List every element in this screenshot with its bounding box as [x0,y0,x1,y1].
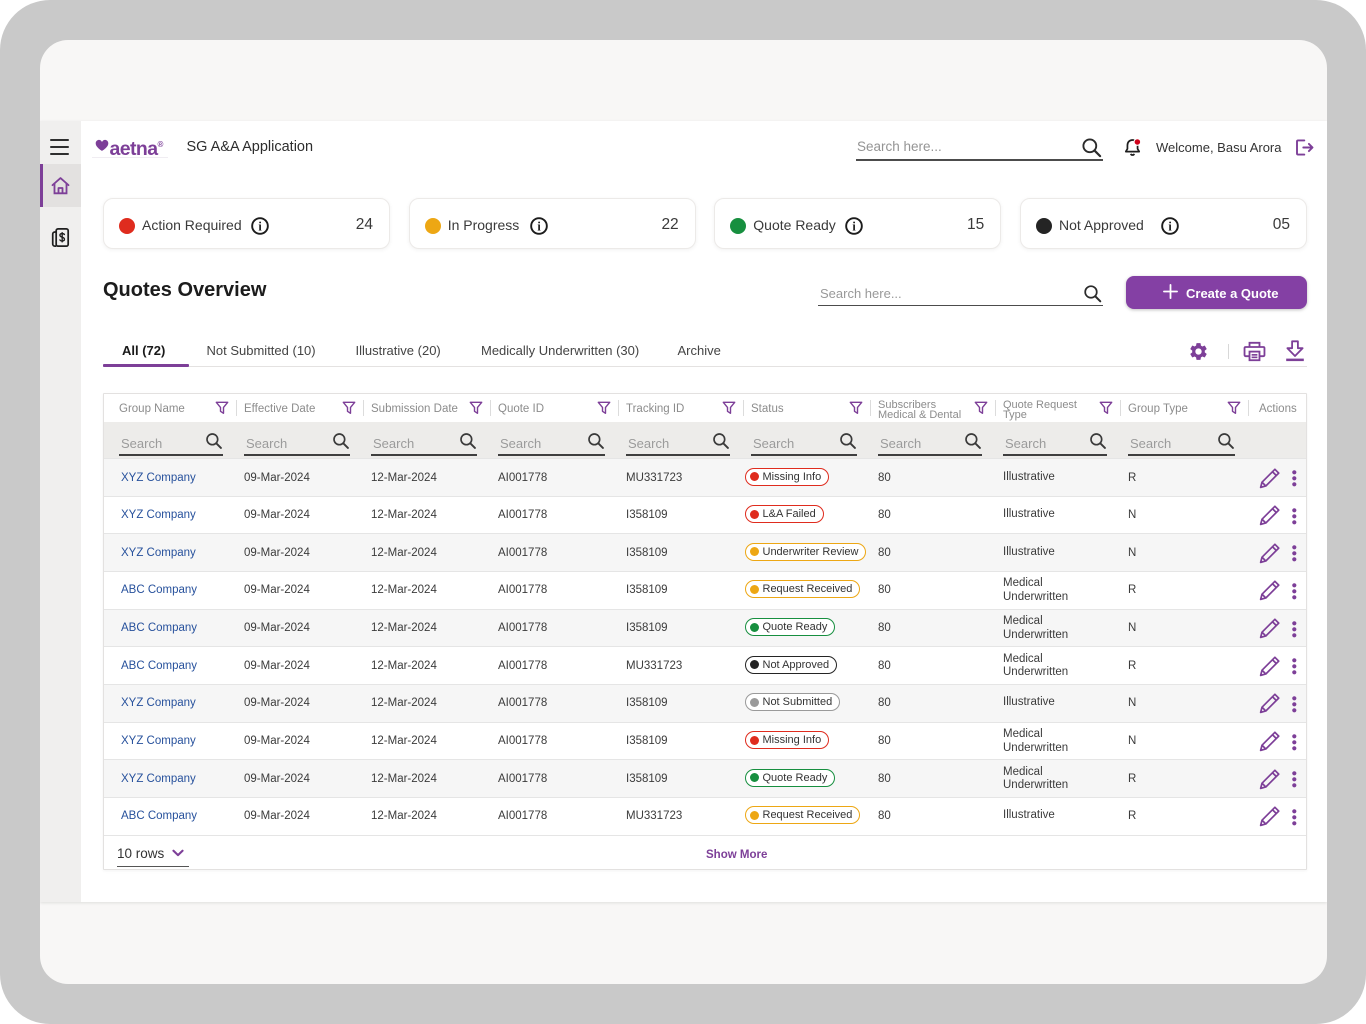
svg-text:i: i [853,219,857,233]
svg-text:i: i [537,219,541,233]
svg-text:i: i [258,219,262,233]
svg-text:i: i [1168,219,1172,233]
